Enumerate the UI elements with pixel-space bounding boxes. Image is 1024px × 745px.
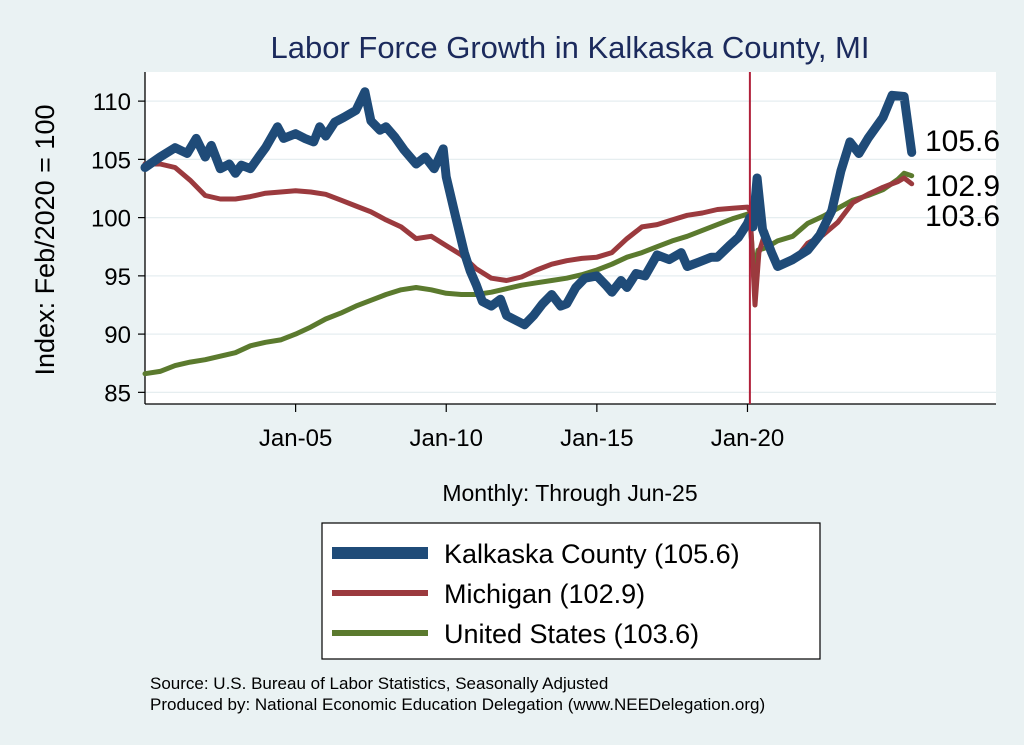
series-lines xyxy=(140,87,917,377)
y-axis-title: Index: Feb/2020 = 100 xyxy=(30,105,60,376)
x-tick-label: Jan-20 xyxy=(711,425,784,452)
y-tick-label: 105 xyxy=(91,147,131,174)
y-tick-label: 85 xyxy=(104,380,131,407)
x-tick-label: Jan-05 xyxy=(259,425,332,452)
x-axis-title: Monthly: Through Jun-25 xyxy=(442,480,697,506)
legend-label-2: United States (103.6) xyxy=(444,619,699,649)
y-tick-label: 110 xyxy=(93,89,131,116)
end-label-2: 103.6 xyxy=(925,200,1000,233)
legend-label-0: Kalkaska County (105.6) xyxy=(444,539,740,569)
series-line-0 xyxy=(140,87,917,330)
source-note: Source: U.S. Bureau of Labor Statistics,… xyxy=(150,674,608,693)
y-tick-label: 100 xyxy=(91,206,131,233)
axes: 85 90 95 100 105 110 Jan-05 Jan-10 Jan-15 Jan-20 xyxy=(91,72,996,452)
x-tick-label: Jan-15 xyxy=(560,425,633,452)
end-label-1: 102.9 xyxy=(925,170,1000,203)
x-tick-label: Jan-10 xyxy=(410,425,483,452)
end-label-0: 105.6 xyxy=(925,125,1000,158)
series-line-2 xyxy=(142,170,915,377)
plot-area xyxy=(145,72,996,404)
y-tick-label: 95 xyxy=(104,264,131,291)
producer-note: Produced by: National Economic Education… xyxy=(150,695,765,714)
chart-title: Labor Force Growth in Kalkaska County, M… xyxy=(270,30,869,65)
legend-label-1: Michigan (102.9) xyxy=(444,579,645,609)
legend-items: Kalkaska County (105.6) Michigan (102.9) U… xyxy=(332,539,740,649)
legend: Kalkaska County (105.6) Michigan (102.9) U… xyxy=(321,522,821,660)
y-tick-label: 90 xyxy=(104,322,131,349)
